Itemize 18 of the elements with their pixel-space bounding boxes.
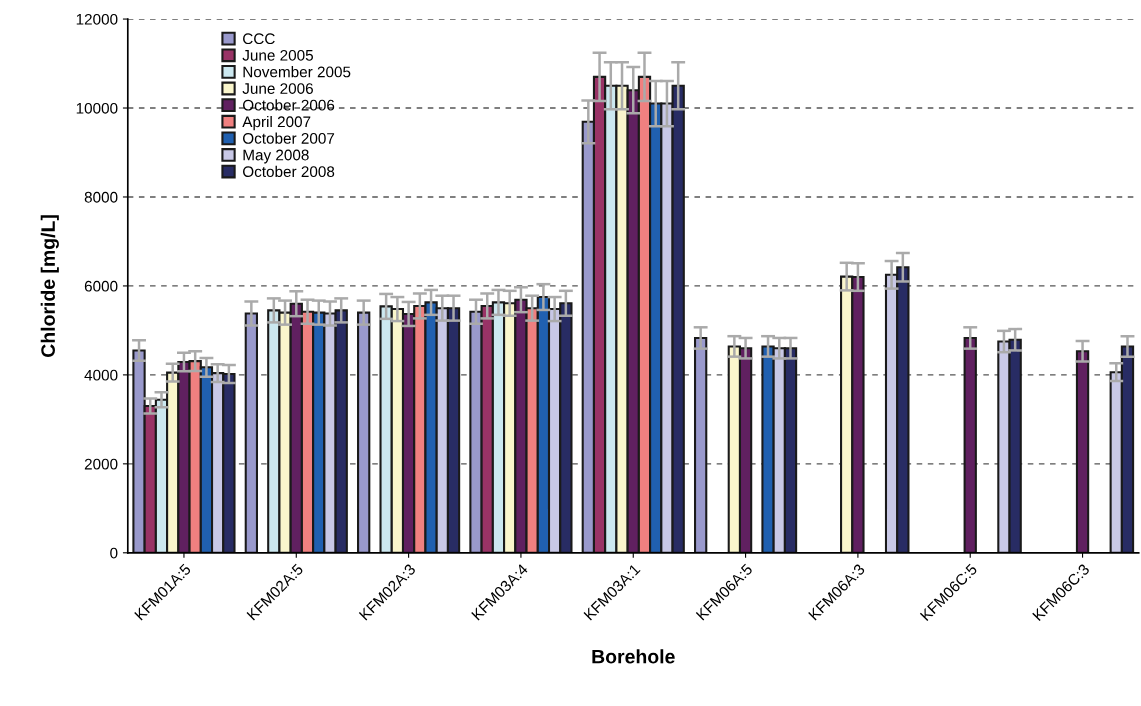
y-tick-label: 10000 [76,102,118,114]
legend-label: June 2005 [242,49,313,61]
legend-label: November 2005 [243,66,351,78]
x-axis-title: Borehole [592,649,675,664]
legend-label: October 2007 [243,132,335,144]
legend-label: June 2006 [242,83,313,94]
y-tick-label: 12000 [76,13,118,25]
y-tick-label: 8000 [84,191,118,203]
legend-label: October 2006 [243,99,335,111]
legend-label: April 2007 [242,115,311,131]
legend-label: May 2008 [243,149,309,164]
y-tick-label: 6000 [84,280,118,292]
y-tick-label: 4000 [84,369,118,381]
y-tick-label: 0 [110,547,118,559]
legend-label: October 2008 [243,165,335,178]
legend-label: CCC [243,33,275,45]
y-axis-title: Chloride [mg/L] [40,215,59,357]
y-tick-label: 2000 [84,458,118,470]
